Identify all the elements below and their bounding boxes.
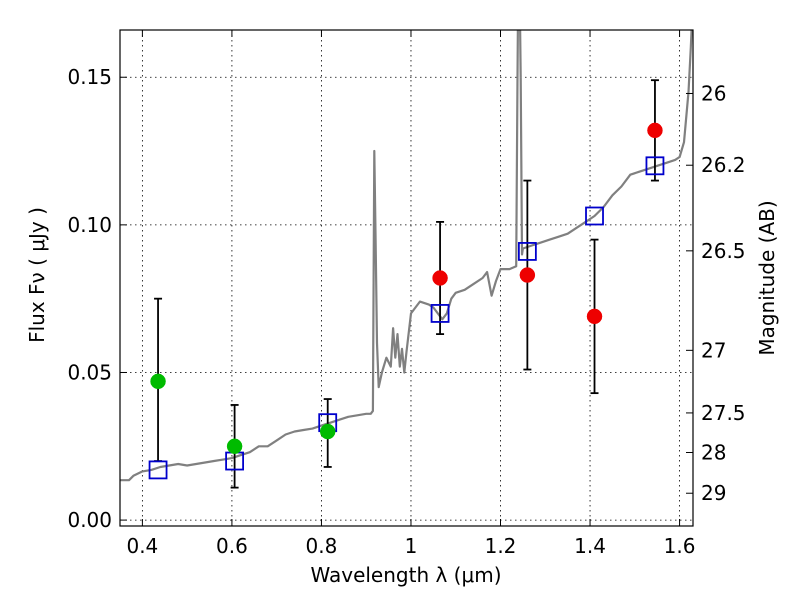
model-photometry-square [517, 242, 537, 261]
mag-tick-label: 26 [701, 81, 726, 105]
x-tick-label: 1.4 [574, 534, 606, 558]
observed-nir-point [647, 122, 663, 139]
mag-tick-label: 26.5 [701, 239, 746, 263]
observed-optical-point [226, 438, 243, 455]
plot-background [120, 30, 693, 526]
plot-frame [119, 29, 694, 527]
observed-nir-point [519, 267, 536, 283]
y-axis-label: Flux Fν ( μJy ) [25, 207, 49, 343]
model-photometry-square [645, 156, 665, 176]
grid-layer [120, 30, 693, 526]
mag-tick-label: 27.5 [701, 401, 746, 425]
observed-optical-point [150, 373, 166, 390]
y-tick-label: 0.15 [67, 65, 112, 89]
x-tick-label: 0.8 [306, 534, 338, 558]
x-tick-label: 0.4 [126, 534, 158, 558]
mag-tick-label: 28 [701, 440, 726, 464]
tick-layer: 0.4 0.6 0.8 1 1.2 1.4 1.6 0.00 0.05 0.10 0.15 26 26.… [67, 30, 746, 558]
observed-nir-point [586, 308, 603, 325]
observed-optical-point [319, 423, 336, 440]
mag-tick-label: 29 [701, 481, 726, 505]
x-tick-label: 1.2 [485, 534, 517, 558]
observed-nir-point [432, 270, 448, 286]
x-axis-label: Wavelength λ (μm) [310, 563, 501, 587]
x-tick-label: 1 [405, 534, 418, 558]
y-tick-label: 0.10 [67, 213, 112, 237]
y2-axis-label: Magnitude (AB) [755, 200, 779, 355]
marker-layer [148, 122, 665, 480]
x-tick-label: 1.6 [664, 534, 696, 558]
model-photometry-square [585, 206, 604, 226]
mag-tick-label: 26.2 [701, 153, 746, 177]
x-tick-label: 0.6 [216, 534, 248, 558]
mag-tick-label: 27 [701, 338, 726, 362]
model-photometry-square [148, 460, 168, 480]
y-tick-label: 0.05 [67, 360, 112, 384]
model-photometry-square [430, 304, 450, 323]
y-tick-label: 0.00 [67, 508, 112, 532]
